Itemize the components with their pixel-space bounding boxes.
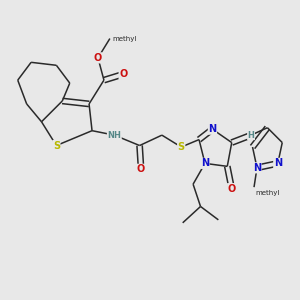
Text: N: N bbox=[208, 124, 217, 134]
Text: N: N bbox=[201, 158, 209, 168]
Text: O: O bbox=[94, 53, 102, 63]
Text: S: S bbox=[178, 142, 185, 152]
Text: N: N bbox=[253, 163, 261, 173]
Text: O: O bbox=[228, 184, 236, 194]
Text: O: O bbox=[119, 69, 128, 79]
Text: O: O bbox=[137, 164, 145, 174]
Text: N: N bbox=[274, 158, 282, 168]
Text: NH: NH bbox=[107, 130, 121, 140]
Text: S: S bbox=[53, 140, 60, 151]
Text: methyl: methyl bbox=[256, 190, 280, 196]
Text: H: H bbox=[248, 130, 254, 140]
Text: methyl: methyl bbox=[112, 35, 136, 41]
